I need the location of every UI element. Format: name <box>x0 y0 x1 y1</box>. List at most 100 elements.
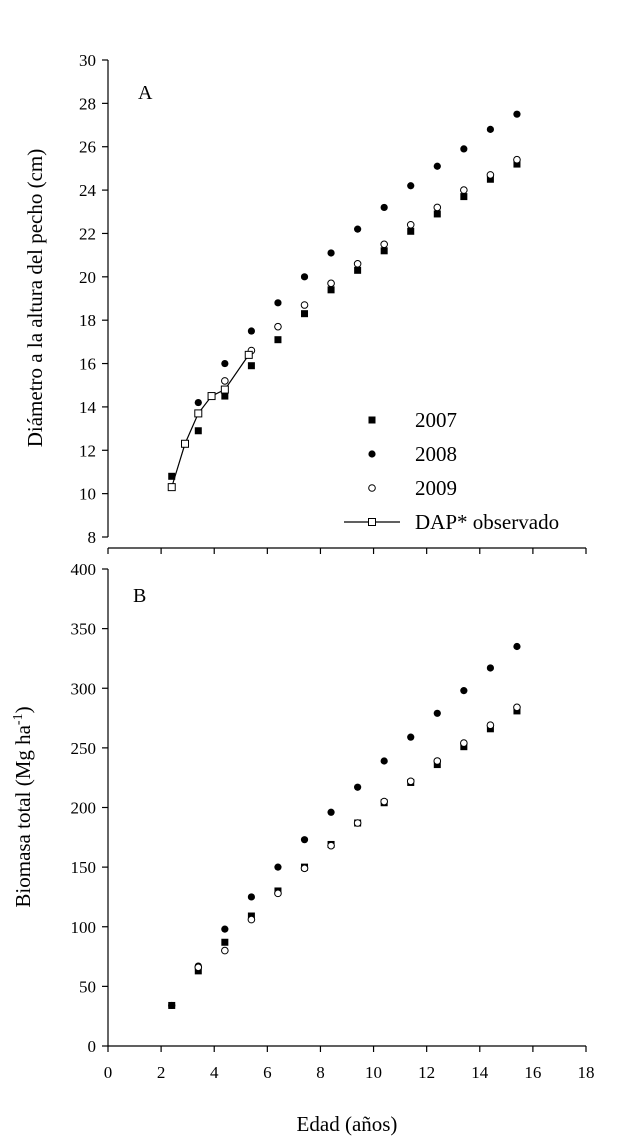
x-tick-label: 18 <box>578 1063 595 1082</box>
x-tick-label: 2 <box>157 1063 166 1082</box>
data-point <box>460 739 468 747</box>
data-point <box>221 377 229 385</box>
data-point <box>300 301 309 309</box>
legend-marker <box>368 450 376 458</box>
data-point <box>300 864 309 873</box>
x-tick-label: 16 <box>524 1063 541 1082</box>
data-point <box>274 299 282 307</box>
panel-a-series-2008 <box>194 110 521 407</box>
data-point <box>300 273 309 281</box>
panel-b-x-ticks: 0 2 4 6 8 10 12 14 16 18 <box>104 548 595 1082</box>
data-point <box>353 260 362 268</box>
panel-a-y-tick-label: 8 <box>88 528 97 547</box>
panel-b-series-2009 <box>194 703 521 972</box>
data-point <box>406 777 415 786</box>
panel-a-y-axis-title: Diámetro a la altura del pecho (cm) <box>23 149 47 448</box>
data-point <box>486 125 494 133</box>
data-point <box>207 392 216 401</box>
data-point <box>460 186 468 194</box>
data-point <box>513 703 521 712</box>
panel-b-y-tick-label: 400 <box>71 560 97 579</box>
panel-a-y-tick-label: 10 <box>79 485 96 504</box>
data-point <box>460 687 468 695</box>
data-point <box>167 483 176 492</box>
panel-a-y-tick-label: 24 <box>79 181 97 200</box>
data-point <box>247 915 256 924</box>
data-point <box>460 193 468 201</box>
data-point <box>354 783 362 791</box>
panel-a-marks <box>167 110 521 492</box>
data-point <box>354 266 362 274</box>
data-point <box>244 350 253 359</box>
data-point <box>486 721 495 730</box>
panel-b-y-tick-label: 300 <box>71 679 97 698</box>
data-point <box>247 893 255 901</box>
panel-a-y-tick-label: 28 <box>79 94 96 113</box>
panel-a-y-tick-label: 12 <box>79 441 96 460</box>
x-tick-label: 10 <box>365 1063 382 1082</box>
legend-item-2009: 2009 <box>368 476 457 500</box>
data-point <box>274 889 282 898</box>
x-tick-label: 12 <box>418 1063 435 1082</box>
panel-a-label: A <box>138 82 153 104</box>
data-point <box>406 220 415 229</box>
data-point <box>486 664 494 672</box>
data-point <box>433 709 441 717</box>
data-point <box>327 249 335 257</box>
panel-a-y-tick-label: 14 <box>79 398 97 417</box>
legend-item-2007: 2007 <box>368 408 457 432</box>
data-point <box>220 385 229 394</box>
data-point <box>460 145 468 153</box>
panel-a-y-tick-label: 18 <box>79 311 96 330</box>
legend: 2007 2008 2009 DAP* observado <box>344 408 559 534</box>
data-point <box>354 225 362 233</box>
data-point <box>513 160 521 168</box>
data-point <box>486 175 494 183</box>
data-point <box>513 110 521 118</box>
legend-marker <box>368 484 376 492</box>
panel-b-y-tick-label: 100 <box>71 918 97 937</box>
data-point <box>407 733 415 741</box>
data-point <box>274 322 282 331</box>
panel-a-y-tick-label: 30 <box>79 51 96 70</box>
panel-b: 0 50 100 150 200 250 300 350 400 0 2 4 6 8 10 12 14 16 18… <box>11 547 595 1136</box>
data-point <box>380 240 388 249</box>
legend-label: DAP* observado <box>415 510 559 534</box>
data-point <box>327 286 335 294</box>
panel-a-y-tick-label: 16 <box>79 355 96 374</box>
data-point <box>168 1001 176 1010</box>
legend-marker <box>368 518 376 526</box>
data-point <box>221 359 229 368</box>
data-point <box>380 797 388 806</box>
legend-item-dap-observado: DAP* observado <box>344 510 559 534</box>
data-point <box>380 203 388 212</box>
data-point <box>433 757 442 765</box>
panel-b-y-axis-title: Biomasa total (Mg ha-1) <box>11 706 35 907</box>
data-point <box>513 642 521 651</box>
data-point <box>513 155 521 164</box>
data-point <box>194 409 203 418</box>
panel-b-y-tick-label: 350 <box>71 620 97 639</box>
data-point <box>380 247 388 255</box>
panel-a-y-tick-label: 22 <box>79 224 96 243</box>
panel-b-y-tick-label: 250 <box>71 739 97 758</box>
panel-b-y-tick-label: 50 <box>79 977 96 996</box>
panel-a: 8 10 12 14 16 18 20 22 24 26 28 30 A Diámetro a la … <box>23 51 559 547</box>
panel-b-label: B <box>133 585 146 607</box>
series-line-dap-observado <box>171 354 250 488</box>
x-axis-title: Edad (años) <box>297 1112 398 1136</box>
data-point <box>221 946 229 955</box>
legend-label: 2009 <box>415 476 457 500</box>
data-point <box>221 938 229 946</box>
panel-b-y-tick-label: 150 <box>71 858 97 877</box>
legend-marker <box>368 416 376 424</box>
data-point <box>433 162 441 170</box>
panel-a-y-tick-label: 26 <box>79 138 96 157</box>
panel-a-y-ticks: 8 10 12 14 16 18 20 22 24 26 28 30 <box>79 51 108 547</box>
panel-b-y-ticks: 0 50 100 150 200 250 300 350 400 <box>71 560 108 1056</box>
data-point <box>221 392 229 400</box>
data-point <box>300 836 309 844</box>
legend-item-2008: 2008 <box>368 442 457 466</box>
data-point <box>194 398 202 407</box>
